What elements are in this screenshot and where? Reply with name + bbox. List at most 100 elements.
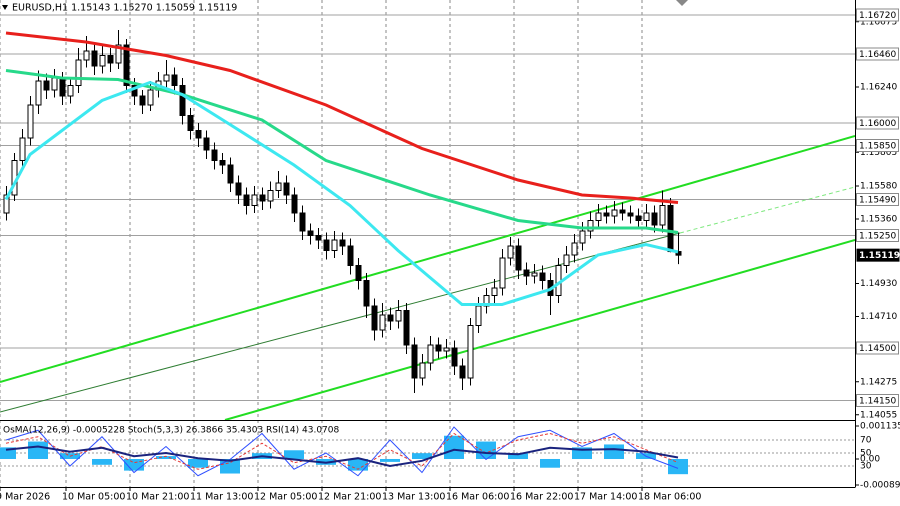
candle-body xyxy=(523,269,530,277)
candle-body xyxy=(531,272,538,277)
candle-body xyxy=(139,95,146,106)
candle-body xyxy=(203,137,210,151)
candle-body xyxy=(275,182,282,191)
candle-body xyxy=(651,212,658,226)
candle-body xyxy=(443,347,450,352)
y-tick-label: 1.14275 xyxy=(860,377,897,387)
candle-body xyxy=(595,212,602,221)
candle-body xyxy=(251,194,258,206)
candle-body xyxy=(107,55,114,64)
y-tick-label: 1.16240 xyxy=(860,83,897,93)
level-box xyxy=(856,47,899,61)
osma-bar xyxy=(124,458,144,471)
candle-body xyxy=(339,239,346,247)
candle-body xyxy=(315,235,322,241)
grid xyxy=(0,0,855,487)
candle-body xyxy=(299,212,306,232)
candle-body xyxy=(659,205,666,226)
candle-body xyxy=(323,239,330,251)
channel-upper xyxy=(0,135,855,383)
level-label: 1.16000 xyxy=(859,119,896,129)
osma-bar xyxy=(348,458,368,471)
candle-body xyxy=(435,344,442,352)
candle-body xyxy=(499,257,506,289)
candle-body xyxy=(227,164,234,184)
candle-body xyxy=(307,230,314,236)
candle-body xyxy=(371,305,378,331)
indicator-tick-label: 50 xyxy=(860,449,872,459)
candle-body xyxy=(355,265,362,281)
candle-body xyxy=(171,74,178,86)
candle-body xyxy=(571,242,578,256)
osma-bar xyxy=(156,456,176,459)
candle-body xyxy=(3,194,10,214)
candle-body xyxy=(403,310,410,346)
x-tick-label: 16 Mar 22:00 xyxy=(510,492,573,503)
level-label: 1.16460 xyxy=(859,50,896,60)
candle-body xyxy=(587,220,594,232)
moving-average xyxy=(4,80,679,306)
scroll-marker xyxy=(676,0,688,6)
x-tick-label: 18 Mar 06:00 xyxy=(638,492,701,503)
candle-body xyxy=(475,305,482,326)
candle-body xyxy=(51,77,58,91)
x-tick-label: 17 Mar 14:00 xyxy=(574,492,637,503)
indicator-tick-label: 70 xyxy=(860,436,872,446)
candle-body xyxy=(379,314,386,331)
candle-body xyxy=(515,245,522,271)
moving-average xyxy=(5,31,679,204)
stoch-signal-line xyxy=(5,432,679,470)
osma-bar xyxy=(92,458,112,465)
level-box xyxy=(856,341,899,355)
candle-body xyxy=(563,254,570,266)
osma-bar xyxy=(188,458,208,468)
candle-body xyxy=(115,44,122,64)
level-box xyxy=(856,394,899,407)
candle-body xyxy=(35,80,42,106)
candle-body xyxy=(419,362,426,379)
osma-bar xyxy=(572,447,592,459)
level-box xyxy=(856,229,899,242)
indicator-tick-label: 30 xyxy=(860,462,872,472)
indicator-panel xyxy=(0,426,855,477)
indicator-title: OsMA(12,26,9) -0.0005228 Stoch(5,3,3) 26… xyxy=(3,426,339,436)
channel-middle-extension xyxy=(679,186,855,234)
rsi-line xyxy=(5,445,679,468)
osma-bar xyxy=(0,447,16,459)
price-panel xyxy=(0,30,855,420)
candle-body xyxy=(347,245,354,266)
candle-body xyxy=(75,59,82,86)
indicator-y2-tick-label: 0.00 xyxy=(860,454,880,464)
candle-body xyxy=(635,215,642,221)
channel-lower xyxy=(224,239,855,420)
candle-body xyxy=(259,194,266,202)
osma-bar xyxy=(380,458,400,462)
candle-body xyxy=(27,104,34,139)
candle-body xyxy=(43,80,50,91)
x-tick-label: 10 Mar 21:00 xyxy=(126,492,189,503)
x-tick-label: 9 Mar 2026 xyxy=(0,492,50,503)
candle-body xyxy=(283,182,290,196)
moving-average xyxy=(5,69,679,234)
osma-bar xyxy=(284,450,304,459)
indicator-y2-tick-label: -0.000895 xyxy=(860,481,900,491)
osma-bar xyxy=(412,453,432,459)
candle-body xyxy=(267,190,274,202)
candle-body xyxy=(507,245,514,259)
x-tick-label: 16 Mar 06:00 xyxy=(446,492,509,503)
osma-bar xyxy=(220,458,240,474)
candle-body xyxy=(91,50,98,67)
candle-body xyxy=(331,239,338,251)
candle-body xyxy=(123,44,130,86)
level-label: 1.14150 xyxy=(859,397,896,407)
y-tick-label: 1.14930 xyxy=(860,279,897,289)
osma-bar xyxy=(604,444,624,459)
osma-bar xyxy=(508,453,528,459)
candle-body xyxy=(67,85,74,97)
candle-body xyxy=(667,205,674,253)
candle-body xyxy=(291,194,298,214)
last-price-label: 1.15119 xyxy=(859,251,900,261)
last-price-box xyxy=(856,248,900,262)
